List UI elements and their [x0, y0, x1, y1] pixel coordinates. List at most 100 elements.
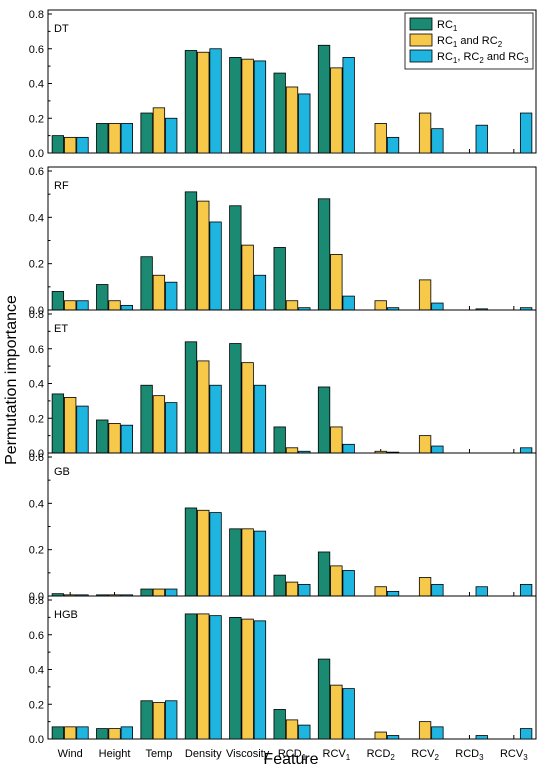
bar-et-s3-c9	[431, 445, 444, 454]
x-tick-label: RCV3	[500, 748, 528, 762]
bar-rf-s1-c2	[96, 284, 109, 311]
bar-hgb-s1-c1	[51, 726, 65, 740]
bar-hgb-s3-c7	[342, 688, 355, 740]
x-tick-label: RCV1	[323, 748, 351, 762]
panel-et: 0.0 0.2 0.4 0.6 0.8 ET	[29, 309, 537, 460]
bar-et-s1-c1	[51, 393, 65, 454]
bar-hgb-s3-c10	[475, 735, 488, 740]
bar-dt-s1-c6	[273, 72, 286, 154]
x-tick-label: Density	[185, 748, 222, 760]
y-axis-title: Permutation importance	[3, 295, 20, 465]
bar-dt-s3-c7	[342, 57, 355, 154]
bar-rf-s1-c6	[273, 247, 286, 311]
bar-dt-s3-c8	[386, 136, 400, 154]
panel-dt: 0.0 0.2 0.4 0.6 0.8 DT	[29, 9, 537, 160]
bar-gb-s3-c3	[165, 588, 178, 597]
bar-dt-s1-c7	[317, 44, 331, 154]
bar-hgb-s3-c6	[298, 724, 311, 740]
bar-gb-s1-c3	[140, 588, 153, 597]
bar-dt-s1-c5	[229, 57, 242, 154]
bar-hgb-s3-c3	[165, 700, 178, 740]
bar-gb-s2-c7	[330, 565, 343, 597]
y-tick-label: 0.4	[29, 379, 44, 391]
y-tick-label: 0.0	[29, 591, 44, 603]
bar-et-s1-c3	[140, 384, 153, 454]
bar-hgb-s2-c2	[108, 728, 121, 740]
bar-hgb-s3-c5	[253, 620, 267, 740]
panel-label: RF	[54, 180, 69, 192]
bar-dt-s2-c9	[418, 112, 432, 154]
y-tick-label: 0.6	[29, 630, 44, 642]
bar-rf-s3-c7	[342, 295, 355, 311]
bar-hgb-s1-c3	[140, 700, 153, 740]
panel-label: HGB	[54, 609, 78, 621]
panel-label: GB	[54, 466, 70, 478]
panel-rf: 0.0 0.2 0.4 0.6 RF	[29, 166, 537, 317]
bar-hgb-s1-c7	[317, 658, 331, 740]
bar-hgb-s1-c2	[96, 728, 109, 740]
x-axis-title: Feature	[263, 751, 318, 768]
legend-entry: RC1 and RC2	[437, 35, 503, 49]
bar-rf-s3-c2	[120, 304, 133, 311]
bar-gb-s3-c10	[475, 586, 488, 597]
bar-hgb-s2-c7	[330, 684, 343, 740]
bar-rf-s3-c5	[253, 274, 267, 311]
panel-frame	[47, 166, 537, 311]
bar-rf-s1-c5	[229, 205, 242, 311]
y-tick-label: 0.6	[29, 166, 44, 178]
y-tick-label: 0.0	[29, 148, 44, 160]
bar-et-s2-c1	[64, 396, 77, 454]
bar-et-s3-c11	[519, 447, 533, 454]
y-tick-label: 0.2	[29, 413, 44, 425]
bar-rf-s2-c3	[152, 274, 166, 311]
legend-swatch	[409, 49, 433, 63]
bar-hgb-s2-c8	[374, 731, 387, 740]
bar-gb-s3-c8	[386, 590, 400, 597]
bar-et-s3-c1	[76, 405, 89, 454]
bar-et-s3-c2	[120, 424, 133, 454]
bar-et-s1-c4	[184, 341, 198, 454]
bar-dt-s2-c7	[330, 67, 343, 154]
bar-dt-s3-c2	[120, 123, 133, 154]
bar-gb-s2-c4	[197, 509, 210, 597]
y-tick-label: 0.2	[29, 699, 44, 711]
bar-rf-s2-c8	[374, 300, 387, 311]
bar-rf-s1-c4	[184, 191, 198, 311]
panels-group: 0.0 0.2 0.4 0.6 0.8 DT 0.0 0.2 0.4 0.6 RF 0.0 0.2 0.4…	[29, 9, 537, 762]
y-tick-label: 0.6	[29, 344, 44, 356]
y-tick-label: 0.4	[29, 665, 44, 677]
bar-gb-s2-c9	[418, 577, 432, 597]
bar-gb-s2-c6	[285, 581, 299, 597]
y-tick-label: 0.2	[29, 259, 44, 271]
y-tick-label: 0.4	[29, 498, 44, 510]
bar-et-s3-c7	[342, 443, 355, 454]
panel-label: DT	[54, 23, 69, 35]
bar-hgb-s3-c2	[120, 726, 133, 740]
bar-rf-s1-c1	[51, 291, 65, 311]
bar-hgb-s1-c6	[273, 709, 286, 740]
y-tick-label: 0.8	[29, 309, 44, 321]
bar-rf-s1-c3	[140, 256, 153, 311]
bar-dt-s2-c3	[152, 107, 166, 154]
bar-dt-s3-c1	[76, 136, 89, 154]
bar-et-s1-c7	[317, 386, 331, 454]
bar-hgb-s3-c11	[519, 728, 533, 740]
legend-entry: RC1	[437, 19, 458, 33]
bar-et-s1-c6	[273, 426, 286, 454]
bar-et-s2-c7	[330, 426, 343, 454]
bar-et-s2-c9	[418, 435, 432, 454]
bar-gb-s1-c4	[184, 507, 198, 597]
y-tick-label: 0.8	[29, 595, 44, 607]
bar-gb-s1-c5	[229, 528, 242, 597]
bar-hgb-s2-c9	[418, 721, 432, 740]
y-tick-label: 0.0	[29, 734, 44, 746]
panel-frame	[47, 452, 537, 597]
x-tick-label: Viscosity	[226, 748, 270, 760]
bar-gb-s2-c3	[152, 588, 166, 597]
legend-swatch	[409, 17, 433, 31]
x-tick-label: RCV2	[411, 748, 439, 762]
x-tick-label: Height	[99, 748, 131, 760]
bar-gb-s1-c6	[273, 574, 286, 597]
bar-gb-s3-c6	[298, 584, 311, 597]
bar-rf-s3-c4	[209, 221, 222, 311]
